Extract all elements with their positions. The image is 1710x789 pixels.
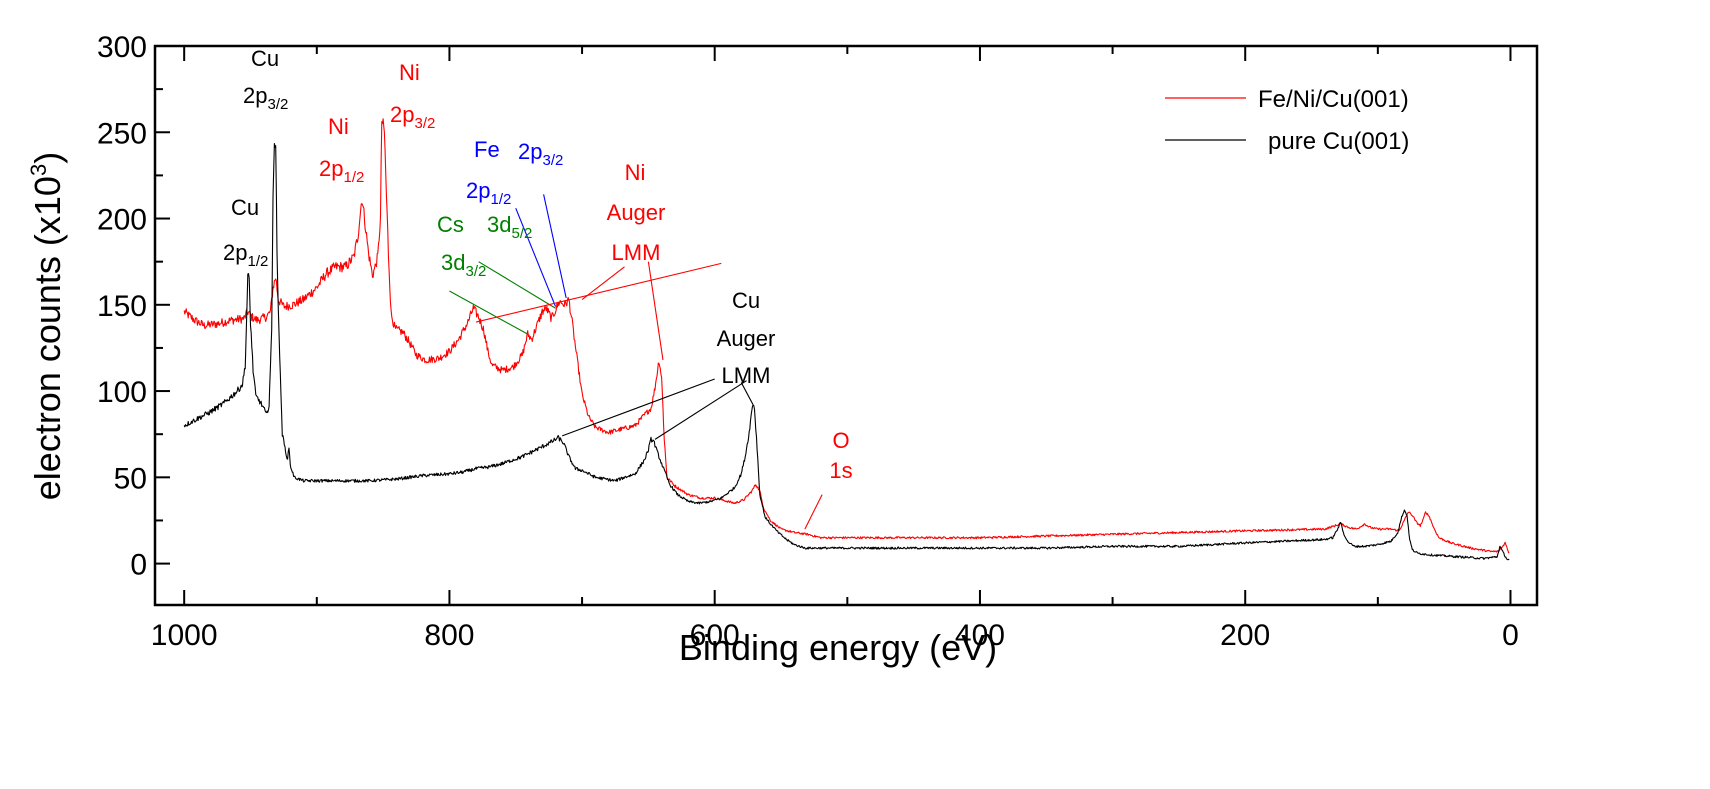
cu-auger-leader-3: [740, 382, 754, 406]
series-layer: [183, 118, 1510, 561]
x-tick-label: 0: [1502, 619, 1519, 652]
annotation-ni-2p12-orbital: 2p1/2: [319, 156, 364, 186]
annotation-cu-auger-element: Cu: [732, 288, 760, 313]
annotation-ni-auger-type: Auger: [607, 200, 666, 225]
ni-auger-leader-1: [475, 262, 722, 323]
annotation-cs-3d52-element: Cs: [437, 212, 464, 237]
annotation-ni-2p32: Ni 2p3/2: [390, 60, 435, 132]
y-tick-label: 0: [130, 549, 147, 582]
annotation-o-1s: O 1s: [829, 428, 852, 483]
annotation-cu-2p32: Cu 2p3/2: [243, 46, 288, 113]
x-tick-label: 400: [955, 619, 1005, 652]
y-tick-label: 100: [97, 376, 147, 409]
series-line-fe-ni-cu: [183, 118, 1510, 554]
annotation-ni-auger: Ni Auger LMM: [607, 160, 666, 265]
annotation-fe-2p12-element: Fe: [474, 137, 500, 162]
y-axis-title-superscript: 3: [26, 164, 51, 176]
fe-2p12-leader: [515, 207, 557, 307]
cu-auger-leader-1: [561, 378, 715, 437]
annotation-ni-auger-element: Ni: [625, 160, 646, 185]
y-axis-title: electron counts (x103): [26, 152, 68, 500]
annotation-ni-2p32-orbital: 2p3/2: [390, 102, 435, 132]
y-tick-label: 300: [97, 31, 147, 64]
annotation-cs-3d52-orbital: 3d5/2: [487, 212, 532, 242]
annotation-o-1s-element: O: [832, 428, 849, 453]
ni-auger-leader-2: [581, 266, 625, 301]
annotation-leader-lines: [449, 194, 823, 530]
cs-3d32-leader: [449, 290, 528, 335]
x-tick-label: 800: [424, 619, 474, 652]
legend: Fe/Ni/Cu(001) pure Cu(001): [1165, 86, 1409, 155]
annotation-ni-2p12-element: Ni: [328, 114, 349, 139]
annotation-fe-2p12: Fe 2p1/2: [466, 137, 511, 208]
x-tick-label: 200: [1220, 619, 1270, 652]
x-tick-label: 600: [690, 619, 740, 652]
y-tick-label: 200: [97, 204, 147, 237]
y-tick-label: 50: [114, 462, 147, 495]
annotation-cu-2p12-orbital: 2p1/2: [223, 240, 268, 270]
y-axis-title-main: electron counts (x10: [27, 176, 68, 500]
annotation-ni-2p32-element: Ni: [399, 60, 420, 85]
annotation-cs-3d32: 3d3/2: [441, 250, 486, 280]
annotation-ni-2p12: Ni 2p1/2: [319, 114, 364, 186]
annotation-cu-2p32-element: Cu: [251, 46, 279, 71]
annotation-cu-auger-transition: LMM: [722, 363, 771, 388]
ni-auger-leader-3: [647, 261, 664, 361]
y-tick-label: 250: [97, 117, 147, 150]
fe-2p32-leader: [543, 194, 567, 299]
plot-border: [153, 44, 1539, 607]
x-tick-label: 1000: [151, 619, 218, 652]
annotation-cu-auger: Cu Auger LMM: [717, 288, 776, 388]
annotation-fe-2p32-orbital: 2p3/2: [518, 139, 563, 169]
annotation-cu-auger-type: Auger: [717, 326, 776, 351]
cs-3d52-leader: [478, 261, 556, 309]
o-1s-leader: [804, 494, 823, 530]
annotation-o-1s-orbital: 1s: [829, 458, 852, 483]
annotation-ni-auger-transition: LMM: [612, 240, 661, 265]
annotation-cu-2p12-element: Cu: [231, 195, 259, 220]
annotation-fe-2p32: 2p3/2: [518, 139, 563, 169]
y-axis-title-suffix: ): [27, 152, 68, 164]
y-tick-label: 150: [97, 290, 147, 323]
annotation-cs-3d32-orbital: 3d3/2: [441, 250, 486, 280]
cu-auger-leader-2: [654, 380, 747, 440]
annotation-cu-2p32-orbital: 2p3/2: [243, 83, 288, 113]
x-axis-ticks: 1000 800 600 400 200 0: [151, 46, 1519, 652]
annotation-fe-2p12-orbital: 2p1/2: [466, 178, 511, 208]
legend-label-pure-cu: pure Cu(001): [1268, 128, 1409, 155]
annotation-cs-3d52: Cs 3d5/2: [437, 212, 532, 242]
x-axis-title: Binding energy (eV): [679, 627, 997, 668]
series-line-pure-cu: [183, 142, 1510, 561]
legend-label-fe-ni-cu: Fe/Ni/Cu(001): [1258, 86, 1409, 113]
y-axis-ticks: 0 50 100 150 200 250 300: [97, 31, 170, 582]
annotation-cu-2p12: Cu 2p1/2: [223, 195, 268, 270]
plot-frame: [153, 44, 1539, 607]
